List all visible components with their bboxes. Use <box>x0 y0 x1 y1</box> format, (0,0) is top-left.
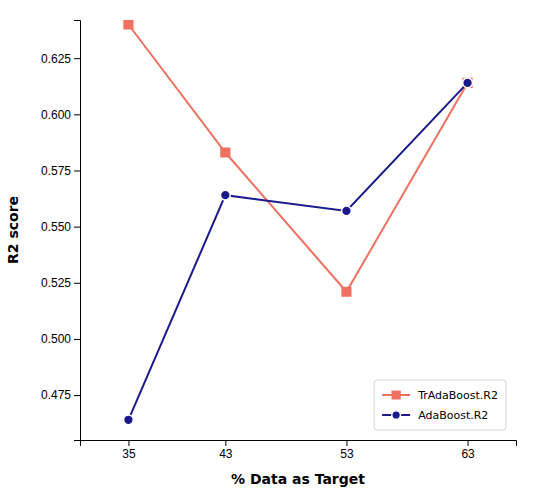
marks <box>124 20 473 425</box>
tick-mark <box>74 395 80 396</box>
marker <box>463 79 472 88</box>
tick: 0.550 <box>41 220 80 234</box>
tick-label: 63 <box>461 447 475 461</box>
tick-mark <box>74 58 80 59</box>
legend: TrAdaBoost.R2 AdaBoost.R2 <box>374 380 506 430</box>
plot: 354353630.4750.5000.5250.5500.5750.6000.… <box>5 20 517 487</box>
tick-label: 0.600 <box>41 108 71 122</box>
tick-label: 0.550 <box>41 220 71 234</box>
legend-box <box>374 380 506 430</box>
line <box>128 24 467 291</box>
legend-item: AdaBoost.R2 <box>382 409 488 422</box>
legend-item: TrAdaBoost.R2 <box>382 389 498 402</box>
legend-label: TrAdaBoost.R2 <box>417 389 498 402</box>
tick-mark <box>225 440 226 446</box>
tick: 0.625 <box>41 52 80 66</box>
tick-label: 35 <box>122 447 136 461</box>
x-axis: 35 43 53 63 <box>81 440 517 461</box>
tick: 0.600 <box>41 108 80 122</box>
marker <box>221 148 230 157</box>
tick: 35 <box>122 440 136 461</box>
legend-symbol <box>392 411 401 420</box>
y-axis: 0.475 0.500 0.525 0.550 0.575 0.600 0.625 <box>41 21 81 441</box>
tick-label: 53 <box>340 447 354 461</box>
line <box>128 83 467 420</box>
marker <box>463 78 473 88</box>
tick: 0.475 <box>41 388 80 402</box>
tick: 0.525 <box>41 276 80 290</box>
tick-mark <box>74 170 80 171</box>
tick-mark <box>74 283 80 284</box>
tick: 63 <box>461 440 475 461</box>
x-axis-title: % Data as Target <box>231 471 365 487</box>
tick-label: 0.625 <box>41 52 71 66</box>
tick-mark <box>346 440 347 446</box>
tick-label: 43 <box>219 447 233 461</box>
tick-mark <box>74 339 80 340</box>
marker <box>124 415 134 425</box>
tick-label: 0.500 <box>41 332 71 346</box>
tick: 0.575 <box>41 164 80 178</box>
tick: 0.500 <box>41 332 80 346</box>
tick-mark <box>74 227 80 228</box>
tick-label: 0.575 <box>41 164 71 178</box>
legend-label: AdaBoost.R2 <box>418 409 488 422</box>
marker <box>342 287 351 296</box>
marker <box>342 206 352 216</box>
marker <box>220 190 230 200</box>
tick-label: 0.525 <box>41 276 71 290</box>
tick: 43 <box>219 440 233 461</box>
marker <box>124 20 133 29</box>
chart: 354353630.4750.5000.5250.5500.5750.6000.… <box>0 0 538 498</box>
axis-line <box>74 21 81 441</box>
legend-symbol <box>392 391 400 399</box>
tick-mark <box>468 440 469 446</box>
tick-mark <box>128 440 129 446</box>
y-axis-title: R2 score <box>5 196 21 264</box>
tick: 53 <box>340 440 354 461</box>
axis-line <box>81 441 517 447</box>
tick-mark <box>74 114 80 115</box>
tick-label: 0.475 <box>41 388 71 402</box>
